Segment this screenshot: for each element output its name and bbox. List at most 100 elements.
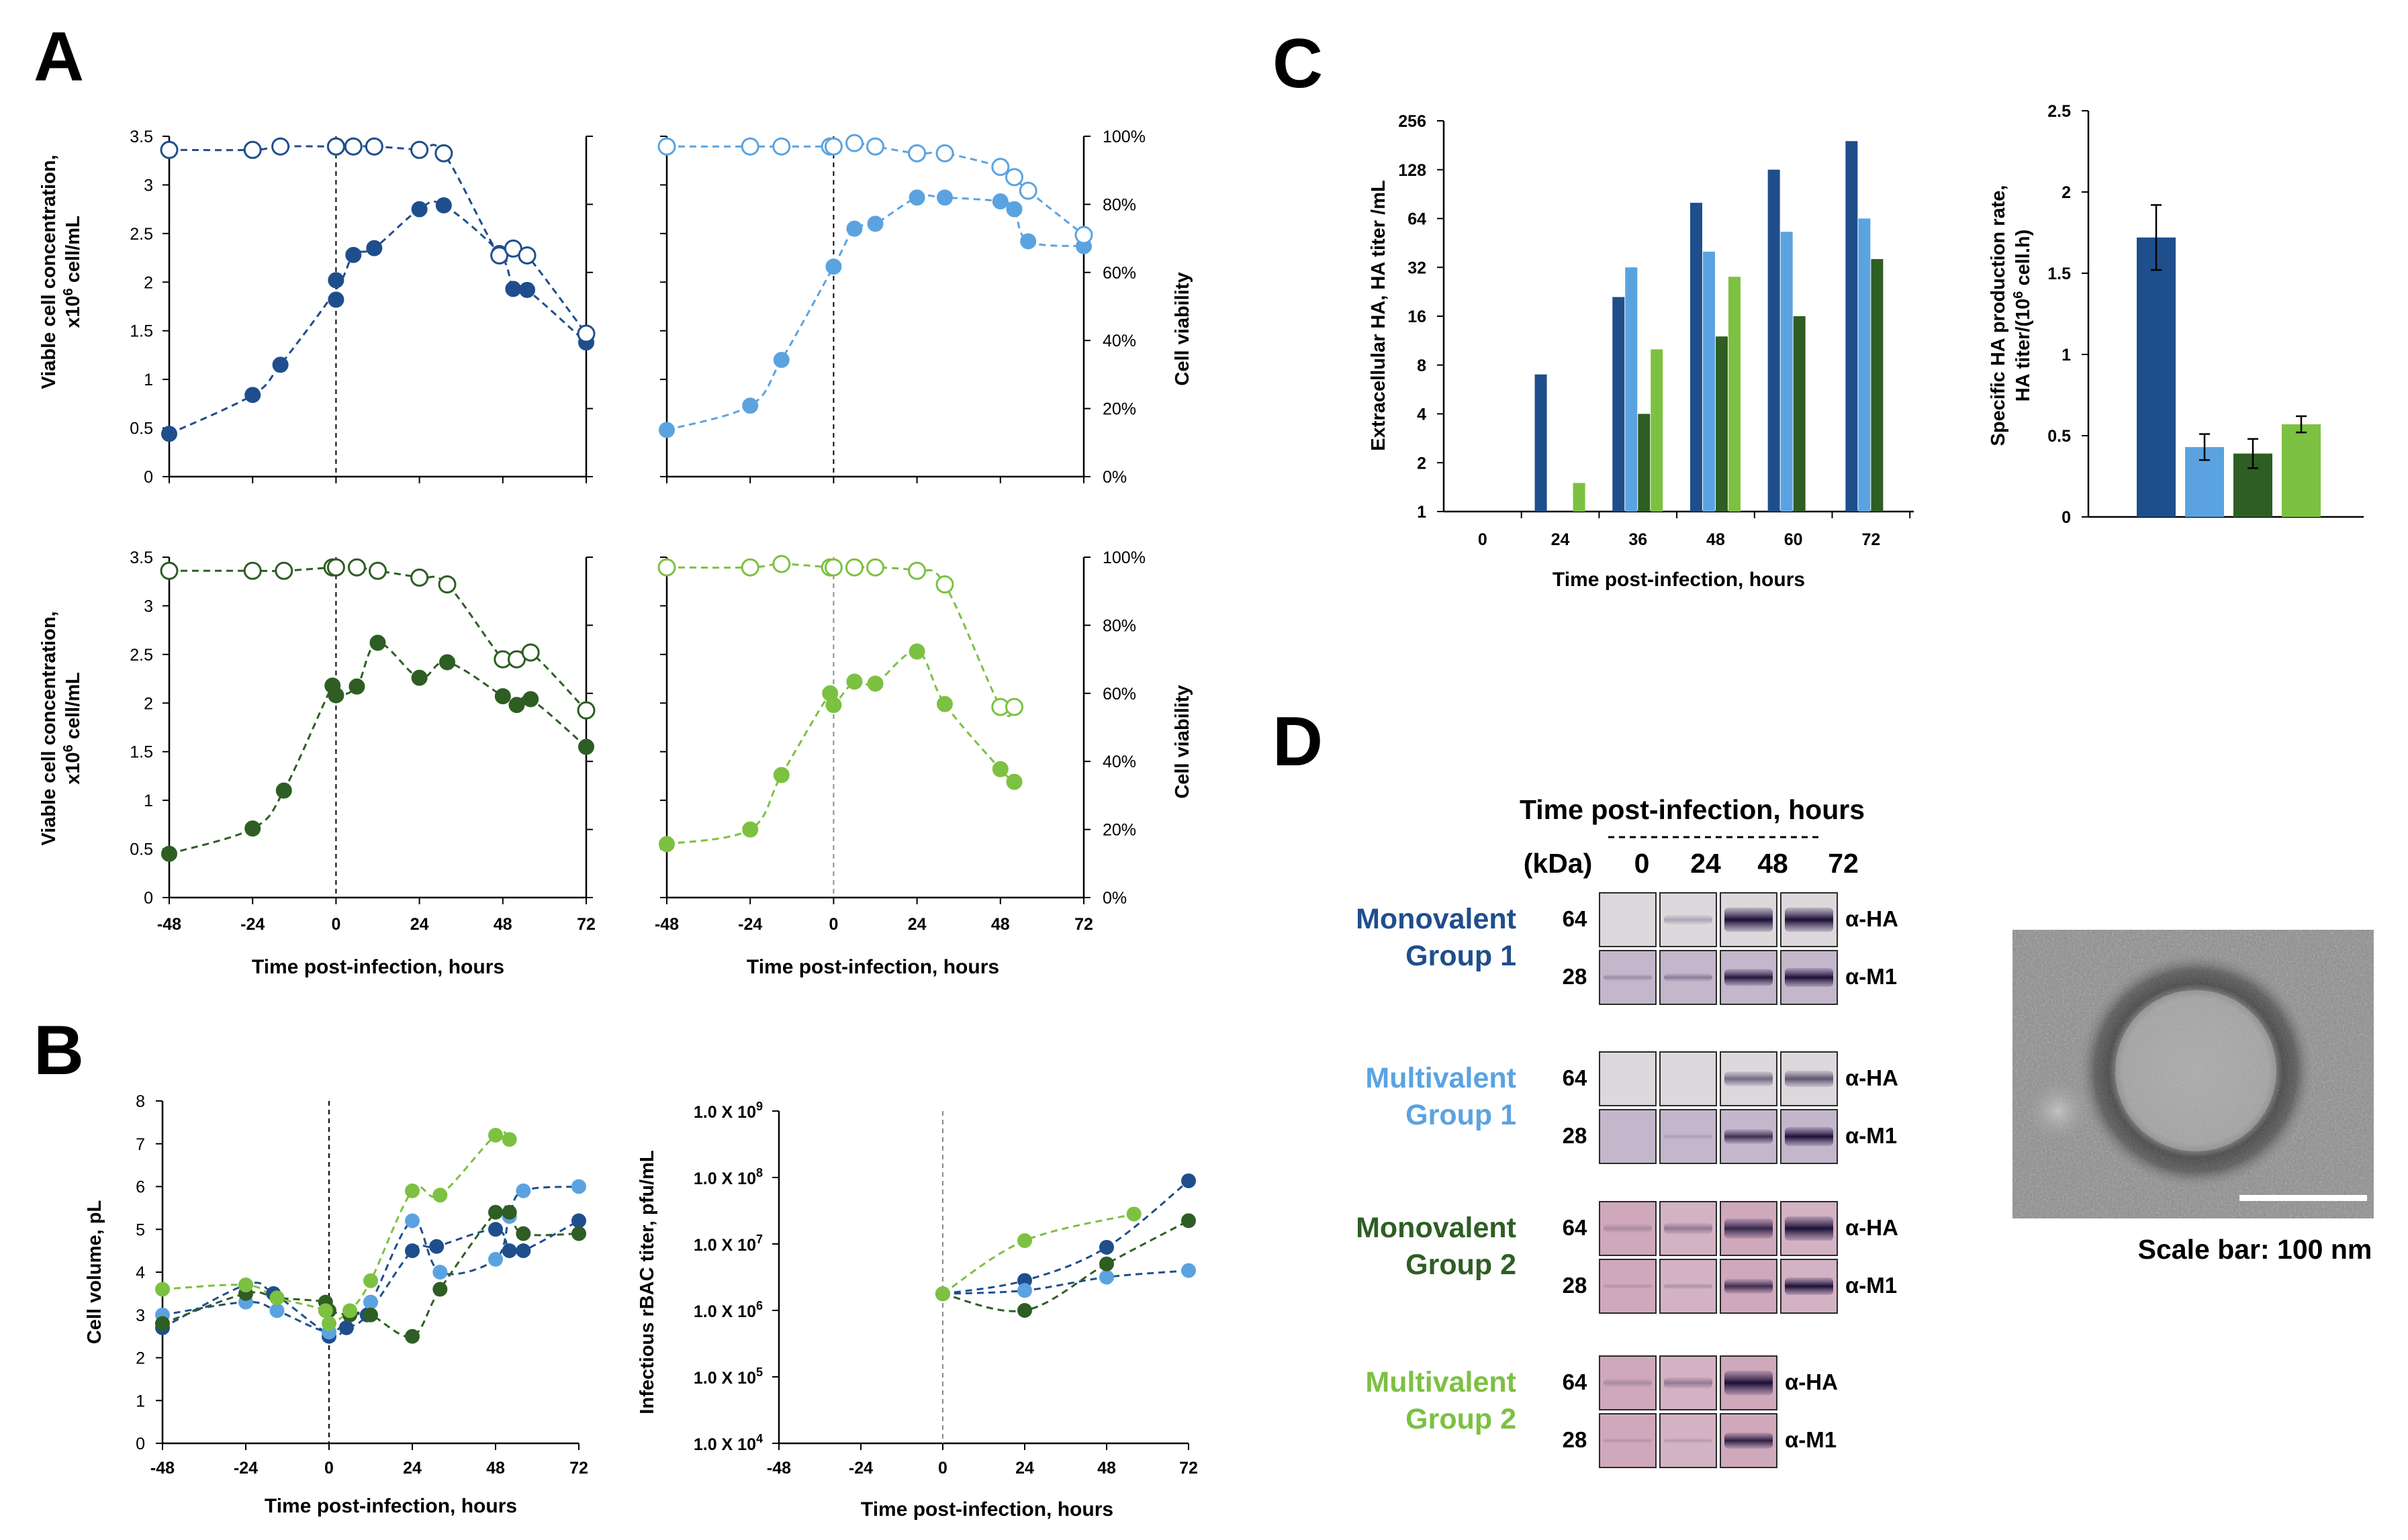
antibody-label: α-HA	[1785, 1369, 1838, 1394]
y-tick-label: 1.0 X 107	[694, 1233, 763, 1255]
y-tick-label: 2	[144, 273, 153, 292]
mw-label: 28	[1563, 1123, 1587, 1148]
protein-band	[1604, 974, 1652, 981]
protein-band	[1785, 1278, 1833, 1295]
data-point	[502, 1132, 517, 1147]
blot-lane	[1599, 892, 1657, 947]
x-axis-label: Time post-infection, hours	[1553, 569, 1805, 591]
x-tick-label: 72	[569, 1459, 588, 1478]
blot-lane	[1659, 1051, 1717, 1106]
x-tick-label: 72	[1179, 1459, 1198, 1478]
blot-lane	[1599, 1109, 1657, 1164]
x-tick-label: 48	[486, 1459, 505, 1478]
mw-label: 64	[1563, 906, 1587, 931]
concentration-point	[1020, 233, 1037, 250]
concentration-point	[439, 654, 455, 671]
panel-a-bottom-left-plot: 0 0.5 1 1.5 2 2.5 3 3.5 -48 -24 0 24 48 72	[130, 548, 596, 934]
y-tick-label: 1.5	[130, 322, 153, 341]
data-point	[432, 1188, 448, 1203]
x-tick-label: 72	[1861, 530, 1880, 549]
panel-a-bottom-ylabel-unit: x106 cell/mL	[61, 672, 84, 785]
viability-point	[772, 137, 791, 156]
x-tick-label: 36	[1628, 530, 1647, 549]
y-tick-right-label: 80%	[1103, 195, 1136, 214]
protein-band	[1664, 1134, 1712, 1139]
data-point	[1181, 1173, 1196, 1188]
protein-band	[1785, 1216, 1833, 1241]
protein-band	[1604, 1284, 1652, 1289]
y-tick-label: 3	[144, 176, 153, 195]
concentration-point	[411, 669, 428, 686]
panel-c-specific-ha-rate-chart: 0 0.5 1 1.5 2 2.5 Specific HA production rate,…	[1988, 102, 2364, 527]
data-point	[935, 1286, 950, 1302]
concentration-point	[1006, 201, 1023, 218]
protein-band	[1664, 1438, 1712, 1443]
protein-band	[1664, 1283, 1712, 1290]
protein-band	[1604, 1438, 1652, 1443]
y-tick-label: 3	[136, 1306, 145, 1325]
data-point	[318, 1303, 333, 1318]
data-point	[488, 1204, 503, 1220]
concentration-point	[937, 189, 953, 206]
antibody-label: α-HA	[1845, 906, 1898, 931]
viability-point	[243, 561, 262, 580]
concentration-point	[345, 246, 362, 263]
data-point	[363, 1307, 378, 1322]
protein-band	[1724, 908, 1773, 932]
timepoint-label: 0	[1634, 848, 1650, 879]
bar	[1702, 251, 1715, 512]
trend-line	[942, 1219, 1189, 1312]
y-tick-label: 1	[2062, 346, 2071, 365]
y-tick-right-label: 0%	[1103, 889, 1127, 908]
data-point	[1017, 1303, 1032, 1318]
concentration-point	[161, 845, 177, 862]
panel-a-top-left-plot: 0 0.5 1 1.5 2 2.5 3 3.5	[130, 128, 596, 487]
x-tick-label: 24	[908, 915, 927, 934]
panel-a-left-xlabel: Time post-infection, hours	[252, 956, 504, 978]
scale-bar	[2239, 1195, 2367, 1201]
y-tick-label: 1.0 X 105	[694, 1365, 763, 1388]
bar	[1715, 336, 1728, 512]
data-point	[1099, 1269, 1114, 1285]
concentration-point	[578, 738, 594, 755]
y-tick-label: 0	[2062, 508, 2071, 527]
mw-label: 64	[1563, 1215, 1587, 1240]
viability-point	[741, 558, 759, 577]
x-tick-label: -24	[234, 1459, 258, 1478]
concentration-trend-line	[169, 200, 587, 435]
viability-point	[434, 144, 453, 162]
protein-band	[1724, 1279, 1773, 1294]
protein-band	[1785, 1070, 1833, 1088]
x-tick-label: 48	[1706, 530, 1725, 549]
viability-point	[845, 134, 864, 152]
y-tick-right-label: 0%	[1103, 468, 1127, 487]
y-tick-right-label: 80%	[1103, 616, 1136, 635]
protein-band	[1785, 908, 1833, 932]
y-tick-label: 3	[144, 597, 153, 616]
x-tick-label: 24	[1551, 530, 1570, 549]
y-tick-label: 0	[136, 1435, 145, 1453]
bar	[1858, 218, 1871, 512]
antibody-label: α-M1	[1845, 964, 1897, 989]
data-point	[338, 1320, 354, 1335]
data-point	[502, 1204, 517, 1220]
data-point	[571, 1213, 586, 1229]
blot-group: Monovalent Group 2 64 α-HA 28 α-M1	[1356, 1201, 1898, 1314]
y-tick-right-label: 60%	[1103, 264, 1136, 283]
data-point	[429, 1239, 445, 1254]
concentration-point	[349, 678, 365, 695]
viability-point	[741, 137, 759, 156]
data-point	[571, 1226, 586, 1241]
x-tick-label: 24	[403, 1459, 422, 1478]
concentration-point	[909, 189, 925, 206]
y-tick-label: 2	[2062, 183, 2071, 202]
y-tick-label: 32	[1407, 258, 1426, 277]
y-tick-label: 256	[1398, 112, 1426, 131]
viability-point	[935, 144, 954, 162]
protein-band	[1724, 1129, 1773, 1144]
y-tick-label: 1	[136, 1392, 145, 1410]
data-point	[1181, 1213, 1196, 1229]
concentration-point	[846, 220, 863, 237]
concentration-point	[328, 291, 344, 308]
x-tick-label: 48	[991, 915, 1010, 934]
